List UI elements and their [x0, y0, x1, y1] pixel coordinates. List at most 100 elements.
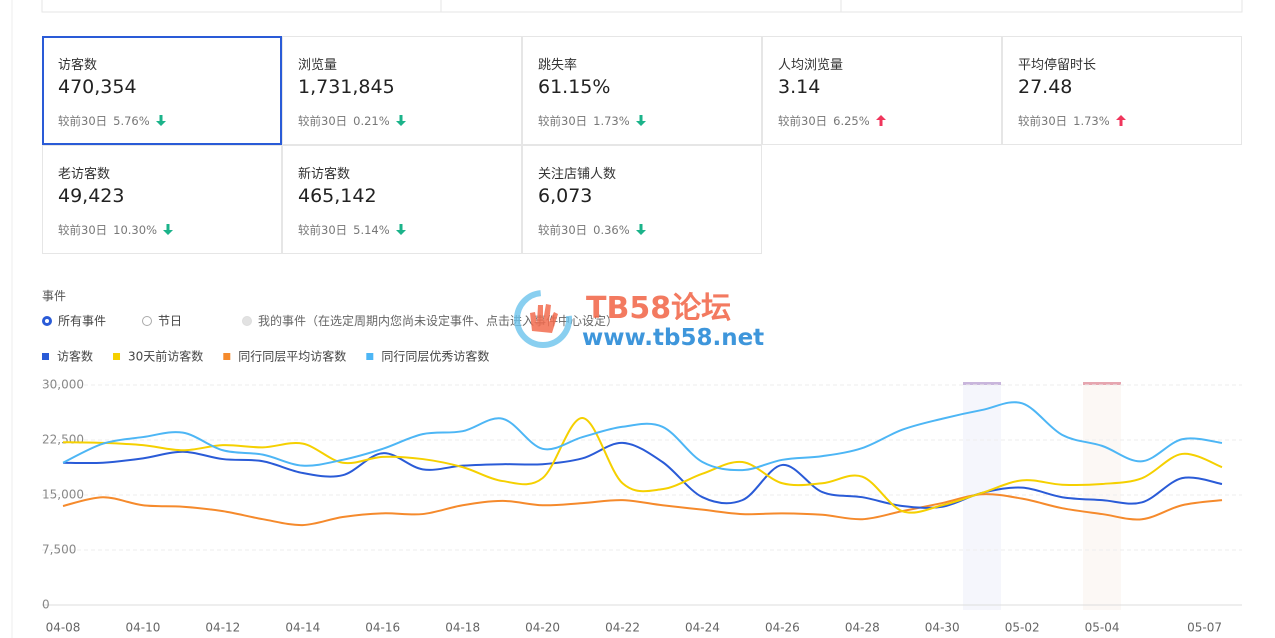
metric-compare: 较前30日 0.36% — [538, 222, 646, 238]
radio-circle — [142, 316, 152, 326]
metric-label: 平均停留时长 — [1018, 58, 1097, 73]
compare-change: 0.36% — [593, 223, 630, 237]
metric-label: 关注店铺人数 — [538, 167, 617, 182]
x-tick-label: 04-12 — [205, 621, 240, 635]
metric-compare: 较前30日 1.73% — [538, 113, 646, 129]
x-tick-label: 04-24 — [685, 621, 720, 635]
legend-swatch — [223, 353, 231, 360]
metric-value: 27.48 — [1018, 76, 1073, 98]
metric-label: 跳失率 — [538, 58, 578, 73]
compare-change: 0.21% — [353, 114, 390, 128]
compare-change: 10.30% — [113, 223, 157, 237]
metric-card: 访客数 470,354 较前30日 5.76% — [42, 36, 282, 145]
event-option-label: 所有事件 — [58, 314, 107, 328]
series-line — [62, 441, 1223, 509]
series-line — [62, 416, 1223, 514]
legend-swatch — [113, 353, 121, 360]
trend-arrow — [395, 115, 406, 126]
metric-label: 访客数 — [58, 58, 98, 73]
event-option[interactable]: 节日 — [142, 312, 182, 329]
event-option[interactable]: 所有事件 — [42, 312, 106, 329]
metric-compare: 较前30日 0.21% — [298, 113, 406, 129]
metric-compare: 较前30日 5.76% — [58, 113, 166, 129]
compare-label: 较前30日 — [778, 114, 828, 128]
trend-arrow — [155, 115, 166, 126]
x-tick-label: 04-16 — [365, 621, 400, 635]
x-tick-label: 04-30 — [925, 621, 960, 635]
metric-value: 3.14 — [778, 76, 821, 98]
y-tick-label: 7,500 — [42, 543, 76, 557]
trend-arrow — [635, 224, 646, 235]
metric-value: 6,073 — [538, 185, 593, 207]
compare-label: 较前30日 — [298, 223, 348, 237]
compare-label: 较前30日 — [58, 114, 108, 128]
event-option[interactable]: 我的事件（在选定周期内您尚未设定事件、点击进入事件中心设定） — [242, 312, 618, 329]
compare-change: 5.14% — [353, 223, 390, 237]
series-line — [62, 493, 1223, 527]
watermark-logo — [514, 290, 572, 348]
metric-label: 新访客数 — [298, 167, 351, 182]
compare-label: 较前30日 — [538, 223, 588, 237]
metric-value: 1,731,845 — [298, 76, 395, 98]
x-tick-label: 05-07 — [1187, 621, 1222, 635]
legend-label: 同行同层平均访客数 — [238, 349, 346, 364]
event-marker — [1083, 382, 1121, 385]
x-tick-label: 04-22 — [605, 621, 640, 635]
radio-circle — [42, 316, 52, 326]
trend-arrow — [163, 224, 173, 235]
event-band — [1083, 385, 1121, 610]
metric-card: 人均浏览量 3.14 较前30日 6.25% — [762, 36, 1002, 145]
x-tick-label: 05-02 — [1005, 621, 1040, 635]
metric-card: 浏览量 1,731,845 较前30日 0.21% — [282, 36, 522, 145]
trend-arrow — [635, 115, 646, 126]
metric-value: 470,354 — [58, 76, 137, 98]
compare-label: 较前30日 — [538, 114, 588, 128]
metric-card: 新访客数 465,142 较前30日 5.14% — [282, 145, 522, 254]
compare-change: 1.73% — [1073, 114, 1110, 128]
trend-arrow — [1115, 115, 1126, 126]
metric-card: 老访客数 49,423 较前30日 10.30% — [42, 145, 282, 254]
x-tick-label: 04-20 — [525, 621, 560, 635]
x-tick-label: 04-18 — [445, 621, 480, 635]
y-tick-label: 30,000 — [42, 378, 84, 392]
metric-compare: 较前30日 1.73% — [1018, 113, 1126, 129]
legend-label: 访客数 — [57, 349, 93, 364]
legend-swatch — [366, 353, 374, 360]
y-tick-label: 15,000 — [42, 488, 84, 502]
metric-label: 浏览量 — [298, 58, 338, 73]
metric-label: 老访客数 — [58, 167, 111, 182]
compare-label: 较前30日 — [58, 223, 108, 237]
trend-arrow — [875, 115, 886, 126]
watermark-title: TB58论坛 — [586, 291, 732, 326]
x-tick-label: 05-04 — [1085, 621, 1120, 635]
watermark-url: www.tb58.net — [582, 325, 765, 351]
compare-change: 6.25% — [833, 114, 870, 128]
metric-compare: 较前30日 5.14% — [298, 222, 406, 238]
metric-label: 人均浏览量 — [778, 58, 844, 73]
x-tick-label: 04-10 — [125, 621, 160, 635]
tab-strip — [41, 0, 1243, 13]
watermark: TB58论坛 www.tb58.net — [510, 285, 770, 355]
legend-label: 30天前访客数 — [128, 349, 203, 364]
legend-swatch — [42, 353, 49, 360]
x-tick-label: 04-26 — [765, 621, 800, 635]
y-tick-label: 22,500 — [42, 433, 84, 447]
metric-value: 465,142 — [298, 185, 377, 207]
metric-value: 61.15% — [538, 76, 611, 98]
metric-card: 跳失率 61.15% 较前30日 1.73% — [522, 36, 762, 145]
compare-change: 5.76% — [113, 114, 150, 128]
metric-value: 49,423 — [58, 185, 125, 207]
x-tick-label: 04-08 — [46, 621, 81, 635]
compare-label: 较前30日 — [1018, 114, 1068, 128]
event-option-label: 节日 — [158, 314, 183, 328]
trend-arrow — [395, 224, 406, 235]
metric-card: 关注店铺人数 6,073 较前30日 0.36% — [522, 145, 762, 254]
metric-card: 平均停留时长 27.48 较前30日 1.73% — [1002, 36, 1242, 145]
compare-change: 1.73% — [593, 114, 630, 128]
y-tick-label: 0 — [42, 598, 50, 612]
x-tick-label: 04-28 — [845, 621, 880, 635]
metric-compare: 较前30日 6.25% — [778, 113, 886, 129]
series-line — [62, 401, 1223, 472]
